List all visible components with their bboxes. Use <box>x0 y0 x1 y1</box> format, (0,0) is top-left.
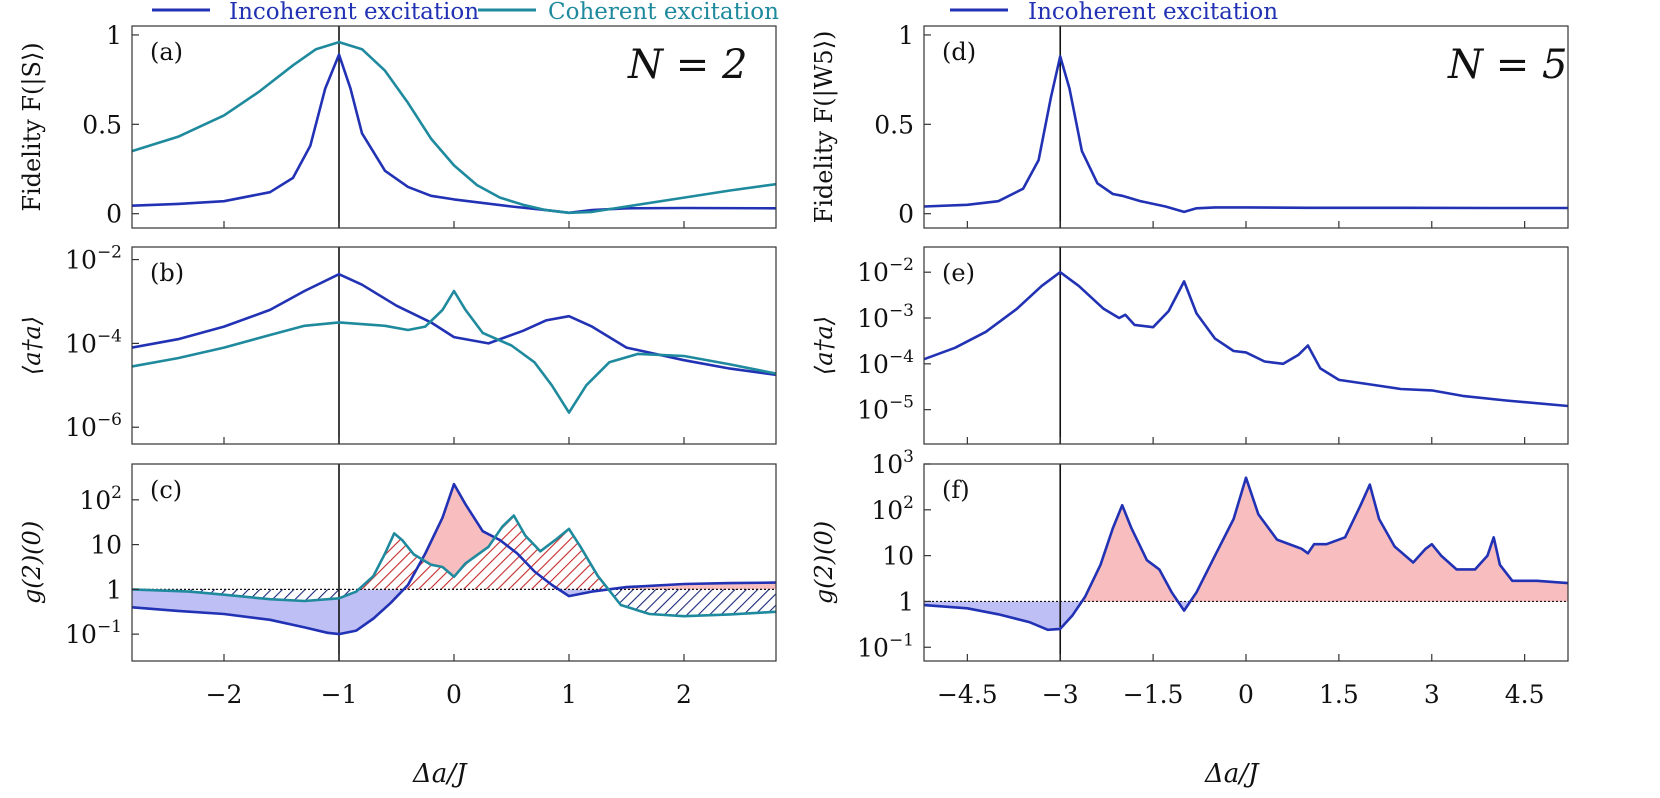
fill-above-f-incoherent <box>1081 477 1568 602</box>
y-axis-label-f: g(2)(0) <box>810 521 838 604</box>
y-tick-label-d: 0.5 <box>874 110 914 139</box>
series-line-b-coherent <box>132 289 776 414</box>
y-axis-label-c: g(2)(0) <box>18 521 46 604</box>
legend-label-incoherent-right: Incoherent excitation <box>1028 0 1278 25</box>
y-axis-label-d: Fidelity F(|W5⟩) <box>810 31 839 224</box>
y-tick-label-b: 10−6 <box>65 410 122 442</box>
series-line-f-incoherent <box>924 476 1568 632</box>
series-line-b-incoherent <box>132 272 776 377</box>
y-tick-label-e: 10−3 <box>857 301 914 333</box>
plot-area-a <box>132 26 776 228</box>
plot-area-b <box>132 247 776 444</box>
y-tick-label-b: 10−2 <box>65 243 122 275</box>
x-tick-label: 3 <box>1424 680 1440 709</box>
panel-tag-d: (d) <box>942 38 976 66</box>
y-tick-label-d: 0 <box>898 200 914 229</box>
plot-area-c <box>132 464 776 661</box>
plot-area-e <box>924 247 1568 444</box>
plot-area-d <box>924 26 1568 228</box>
y-axis-label-b: ⟨a†a⟩ <box>18 316 46 375</box>
x-tick-label: −3 <box>1042 680 1079 709</box>
y-tick-label-b: 10−4 <box>65 326 122 358</box>
y-tick-label-e: 10−4 <box>857 347 914 379</box>
x-tick-label: −1.5 <box>1123 680 1184 709</box>
series-line-a-coherent <box>132 40 776 215</box>
y-tick-label-c: 102 <box>79 483 122 515</box>
n-label-left: N = 2 <box>627 42 747 88</box>
n-label-right: N = 5 <box>1447 42 1567 88</box>
legend-label-incoherent: Incoherent excitation <box>229 0 479 25</box>
y-axis-label-a: Fidelity F(|S⟩) <box>18 42 47 211</box>
x-tick-label: −1 <box>321 680 358 709</box>
y-tick-label-f: 10 <box>882 542 914 571</box>
x-tick-label: 1 <box>561 680 577 709</box>
plot-area-f <box>924 464 1568 661</box>
series-line-c-coherent <box>132 514 776 618</box>
y-tick-label-a: 0 <box>106 200 122 229</box>
panel-tag-c: (c) <box>150 476 182 504</box>
x-tick-label: 4.5 <box>1505 680 1545 709</box>
y-tick-label-e: 10−5 <box>857 393 914 425</box>
y-tick-label-d: 1 <box>898 21 914 50</box>
y-tick-label-f: 103 <box>871 447 914 479</box>
legend-left: Incoherent excitation Coherent excitatio… <box>152 0 779 25</box>
x-ticks-left: −2 −1 0 1 2 <box>206 680 692 709</box>
panel-d: 0 0.5 1 (d) Fidelity F(|W5⟩) <box>810 21 1569 229</box>
x-tick-label: 2 <box>676 680 692 709</box>
panel-tag-e: (e) <box>942 259 975 287</box>
panel-tag-f: (f) <box>942 476 970 504</box>
x-axis-label-right: Δa/J <box>1204 759 1260 789</box>
x-axis-label-left: Δa/J <box>412 759 468 789</box>
panel-b: 10−6 10−4 10−2 (b) ⟨a†a⟩ <box>18 243 777 445</box>
y-tick-label-c: 10 <box>90 531 122 560</box>
series-line-e-incoherent <box>924 270 1568 408</box>
legend-right: Incoherent excitation <box>950 0 1278 25</box>
y-tick-label-f: 10−1 <box>857 630 914 662</box>
panel-e: 10−5 10−4 10−3 10−2 (e) ⟨a†a⟩ <box>810 246 1569 445</box>
x-tick-label: −4.5 <box>937 680 998 709</box>
panel-tag-b: (b) <box>150 259 184 287</box>
x-ticks-right: −4.5 −3 −1.5 0 1.5 3 4.5 <box>937 680 1545 709</box>
fill-below-f-incoherent <box>924 601 1568 630</box>
y-tick-label-a: 1 <box>106 21 122 50</box>
y-tick-label-a: 0.5 <box>82 110 122 139</box>
panel-f: 10−1 1 10 102 103 (f) g(2)(0) <box>810 447 1569 662</box>
y-tick-label-c: 1 <box>106 575 122 604</box>
panel-tag-a: (a) <box>150 38 183 66</box>
y-tick-label-f: 1 <box>898 587 914 616</box>
panel-a: 0 0.5 1 (a) Fidelity F(|S⟩) <box>18 21 777 229</box>
series-line-c-incoherent <box>132 482 776 636</box>
x-tick-label: 0 <box>446 680 462 709</box>
x-tick-label: 0 <box>1238 680 1254 709</box>
panel-c: 10−1 1 10 102 (c) g(2)(0) <box>18 463 777 662</box>
y-tick-label-e: 10−2 <box>857 255 914 287</box>
series-line-d-incoherent <box>924 55 1568 214</box>
x-tick-label: −2 <box>206 680 243 709</box>
y-tick-label-c: 10−1 <box>65 617 122 649</box>
x-tick-label: 1.5 <box>1319 680 1359 709</box>
y-tick-label-f: 102 <box>871 493 914 525</box>
legend-label-coherent: Coherent excitation <box>548 0 779 25</box>
y-axis-label-e: ⟨a†a⟩ <box>810 316 838 375</box>
axes-frame-e <box>923 246 1569 445</box>
fill-above-c-coherent <box>358 515 609 590</box>
